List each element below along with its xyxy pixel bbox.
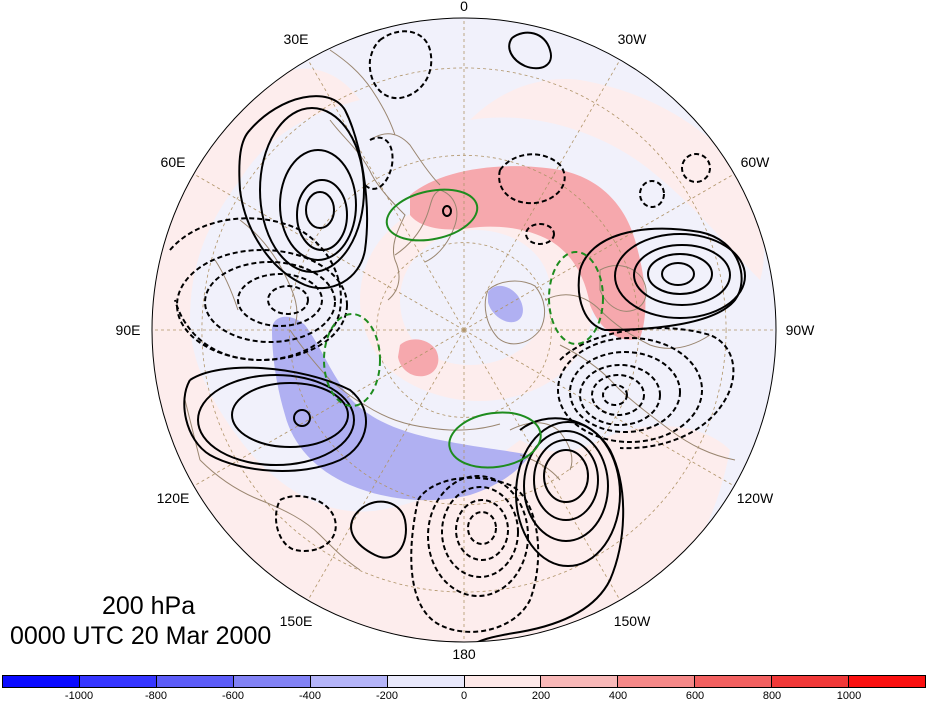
shaded-field — [152, 68, 764, 642]
coastline-hudson-bay — [599, 265, 647, 312]
contour-set-small-positive — [350, 31, 552, 559]
meridian-line — [463, 59, 621, 331]
meridian-line — [307, 329, 465, 601]
latitude-circle — [201, 67, 727, 593]
colorbar-tick-label: -400 — [298, 690, 322, 702]
colorbar — [2, 675, 926, 688]
colorbar-swatch — [464, 676, 542, 687]
coastline-africa-north — [329, 49, 396, 136]
contour-set-pacific-high — [464, 417, 625, 642]
colorbar-tick-label: -800 — [144, 690, 168, 702]
longitude-label: 120E — [156, 490, 190, 506]
contour-set-america-low — [557, 327, 735, 450]
colorbar-tick-label: 0 — [460, 690, 468, 702]
longitude-label: 60E — [160, 154, 186, 170]
colorbar-tick-label: -200 — [375, 690, 399, 702]
map-border — [151, 17, 777, 643]
longitude-label: 150W — [613, 612, 651, 629]
contours — [169, 30, 746, 642]
latitude-circle — [376, 242, 552, 418]
positive-anomaly-small-patch — [398, 339, 439, 377]
jet-outline-europe — [385, 188, 479, 242]
negative-anomaly-small-patch — [488, 285, 523, 323]
meridian-line — [193, 173, 465, 331]
negative-anomaly-band — [272, 316, 530, 501]
jet-outline-atlantic-dashed — [548, 251, 604, 345]
colorbar-swatch — [156, 676, 234, 687]
coastline-greenland — [484, 280, 546, 345]
jet-outline-asia-dashed — [323, 313, 381, 407]
contour-set-siberia-high — [183, 366, 367, 472]
longitude-label: 180 — [452, 646, 476, 662]
longitude-label: 90W — [785, 322, 815, 338]
colorbar-swatch — [695, 676, 773, 687]
jet-outline-bering — [448, 411, 542, 469]
colorbar-swatch — [79, 676, 157, 687]
pressure-level-title: 200 hPa — [102, 592, 196, 620]
colorbar-tick-label: 1000 — [836, 690, 862, 702]
colorbar-tick-label: 600 — [685, 690, 705, 702]
colorbar-swatch — [3, 676, 80, 687]
positive-anomaly-jet-band — [410, 166, 646, 340]
contour-set-atlantic-high — [577, 227, 746, 332]
colorbar-tick-label: 200 — [531, 690, 551, 702]
colorbar-swatch — [618, 676, 696, 687]
longitude-label: 0 — [460, 0, 468, 14]
positive-anomaly-region-siberia — [190, 420, 370, 550]
meridian-line — [463, 173, 735, 331]
coastline-east-asia — [184, 399, 361, 571]
contour-set-asia-low — [169, 217, 348, 362]
coastline-asia-interior — [214, 219, 298, 326]
colorbar-tick-label: 400 — [608, 690, 628, 702]
valid-time-title: 0000 UTC 20 Mar 2000 — [10, 622, 272, 650]
colorbar-swatch — [772, 676, 850, 687]
colorbar-swatch — [387, 676, 465, 687]
jet-core-outlines — [323, 188, 604, 469]
colorbar-swatch — [849, 676, 926, 687]
longitude-label: 150E — [279, 612, 313, 629]
colorbar-tick-label: 800 — [762, 690, 782, 702]
colorbar-swatch — [310, 676, 388, 687]
longitude-label: 30W — [617, 31, 647, 47]
longitude-label: 120W — [736, 490, 774, 506]
longitude-label: 90E — [115, 322, 141, 338]
longitude-label: 30E — [283, 31, 309, 47]
colorbar-tick-label: -1000 — [64, 690, 94, 702]
contour-set-small-features — [275, 30, 711, 552]
colorbar-swatch — [233, 676, 311, 687]
colorbar-swatch — [541, 676, 619, 687]
colorbar-tick-label: -600 — [221, 690, 245, 702]
contour-set-pacific-low — [410, 475, 540, 633]
longitude-label: 60W — [740, 154, 770, 170]
positive-anomaly-region-atlantic — [470, 79, 764, 281]
